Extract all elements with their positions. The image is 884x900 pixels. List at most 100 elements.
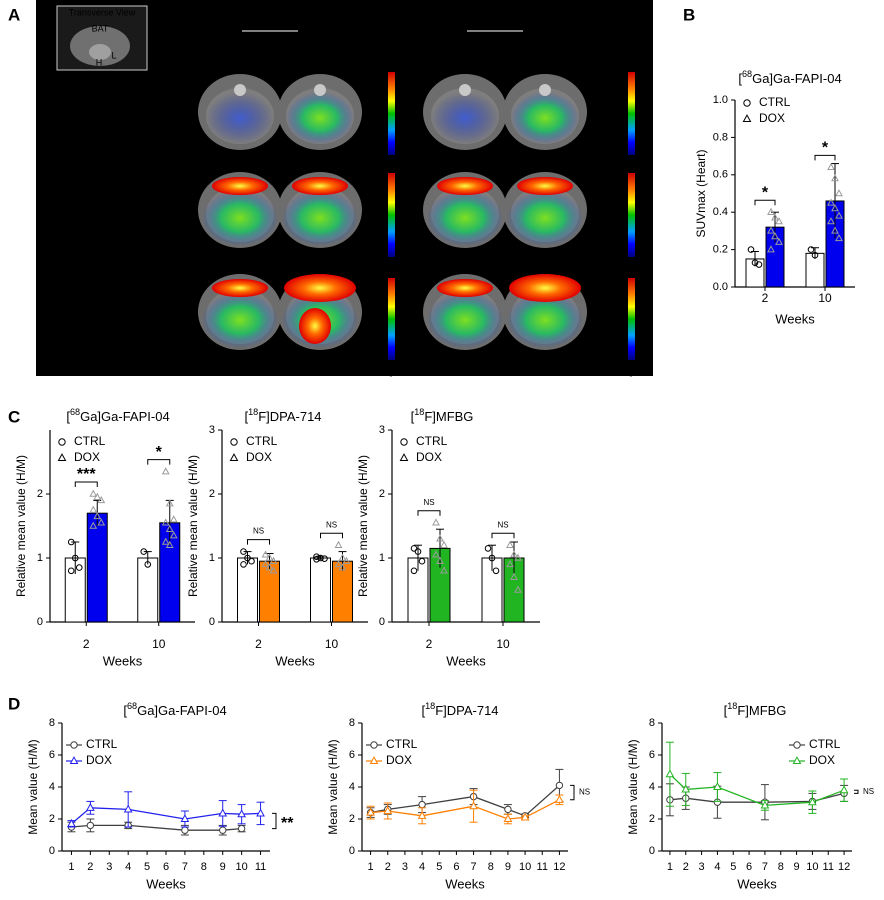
- x-tick-label: 2: [255, 637, 262, 651]
- x-tick-label: 10: [496, 637, 510, 651]
- scan-uptake: [202, 292, 278, 348]
- colorbar-max: 1.25e6: [377, 158, 405, 168]
- marker: [71, 554, 79, 562]
- marker: [514, 553, 522, 561]
- legend-label: CTRL: [386, 737, 418, 751]
- significance-bracket: [272, 812, 277, 830]
- colorbar-min: 0: [628, 163, 633, 173]
- y-tick-label: 0: [349, 845, 355, 857]
- text-part: 18: [425, 701, 435, 711]
- significance-label: NS: [863, 787, 874, 796]
- marker: [219, 826, 227, 834]
- scan-bat: [284, 274, 356, 302]
- inset-title: Transverse View: [69, 7, 136, 17]
- colorbar-max: 9.0e5: [380, 263, 403, 273]
- marker: [338, 563, 347, 571]
- text-part: [: [411, 409, 415, 424]
- chart-title: [18F]DPA-714: [244, 407, 321, 424]
- marker: [510, 550, 518, 558]
- y-tick-label: 4: [349, 781, 355, 793]
- x-tick-label: 7: [471, 861, 477, 873]
- bar: [86, 512, 108, 623]
- marker: [835, 189, 843, 197]
- marker: [370, 741, 378, 749]
- marker: [144, 561, 152, 568]
- x-tick-label: 10: [519, 861, 531, 873]
- x-tick-label: 11: [537, 861, 548, 873]
- marker: [93, 512, 102, 520]
- x-tick-label: 10: [236, 861, 248, 873]
- x-tick-label: 4: [714, 861, 720, 873]
- text-part: [: [123, 703, 127, 718]
- marker: [520, 812, 530, 821]
- text-part: 18: [727, 701, 737, 711]
- text-part: 68: [742, 69, 752, 79]
- text-part: F]DPA-714: [435, 703, 498, 718]
- marker: [58, 438, 66, 446]
- marker: [399, 453, 409, 462]
- significance-bracket: [754, 199, 776, 206]
- marker: [811, 251, 819, 259]
- significance-bracket: [570, 784, 575, 801]
- marker: [827, 162, 835, 171]
- marker: [97, 518, 106, 526]
- scan-uptake: [282, 190, 358, 246]
- marker: [410, 567, 418, 575]
- colorbar-min: 0: [628, 265, 633, 275]
- text-part: F]MFBG: [424, 409, 473, 424]
- marker: [85, 802, 95, 811]
- legend-label: DOX: [386, 753, 412, 767]
- marker: [165, 540, 174, 548]
- text-part: Ga]Ga-FAPI-04: [56, 111, 159, 128]
- series-line: [370, 784, 560, 817]
- x-tick-label: 10: [806, 861, 818, 873]
- x-tick-label: 1: [667, 861, 673, 873]
- group-label: CTRL: [222, 51, 259, 67]
- marker: [767, 245, 775, 253]
- marker: [169, 515, 178, 523]
- legend-label: CTRL: [809, 737, 841, 751]
- text-part: Ga]Ga-FAPI-04: [752, 71, 842, 86]
- marker: [681, 784, 691, 793]
- marker: [432, 518, 440, 526]
- marker: [771, 213, 779, 221]
- y-tick-label: 2: [209, 488, 215, 500]
- marker: [506, 540, 514, 548]
- marker: [69, 756, 79, 765]
- group-label: DOX: [305, 51, 336, 67]
- x-tick-label: 2: [83, 637, 90, 651]
- scan-heart: [299, 308, 331, 344]
- legend-label: CTRL: [74, 434, 106, 448]
- text-part: [: [56, 209, 61, 226]
- y-tick-label: 0: [649, 845, 655, 857]
- marker: [180, 814, 190, 823]
- text-part: 68: [45, 109, 57, 121]
- colorbar-min: 0: [388, 265, 393, 275]
- marker: [75, 564, 83, 571]
- marker: [244, 554, 251, 562]
- x-tick-label: 12: [553, 861, 565, 873]
- marker: [313, 555, 320, 563]
- x-tick-label: 4: [419, 861, 425, 873]
- series-line: [71, 824, 242, 831]
- legend-label: DOX: [809, 753, 835, 767]
- y-axis-label: Relative mean value (H/M): [186, 455, 200, 597]
- marker: [169, 531, 178, 539]
- x-tick-label: 9: [505, 861, 511, 873]
- marker: [436, 534, 444, 542]
- text-part: Ga]Ga-FAPI-04: [137, 703, 227, 718]
- scan-uptake: [286, 92, 354, 144]
- significance-bracket: [417, 510, 441, 516]
- marker: [366, 807, 375, 816]
- scan-spine: [459, 84, 471, 96]
- colorbar-unit: Bq/mL: [398, 184, 408, 210]
- text-part: 68: [70, 407, 80, 417]
- colorbar: [628, 72, 635, 155]
- marker: [89, 489, 98, 497]
- scan-uptake: [427, 292, 503, 348]
- text-part: F]DPA-714: [71, 209, 144, 226]
- scan-uptake: [427, 190, 503, 246]
- marker: [317, 554, 324, 562]
- marker: [334, 540, 343, 548]
- marker: [256, 808, 265, 817]
